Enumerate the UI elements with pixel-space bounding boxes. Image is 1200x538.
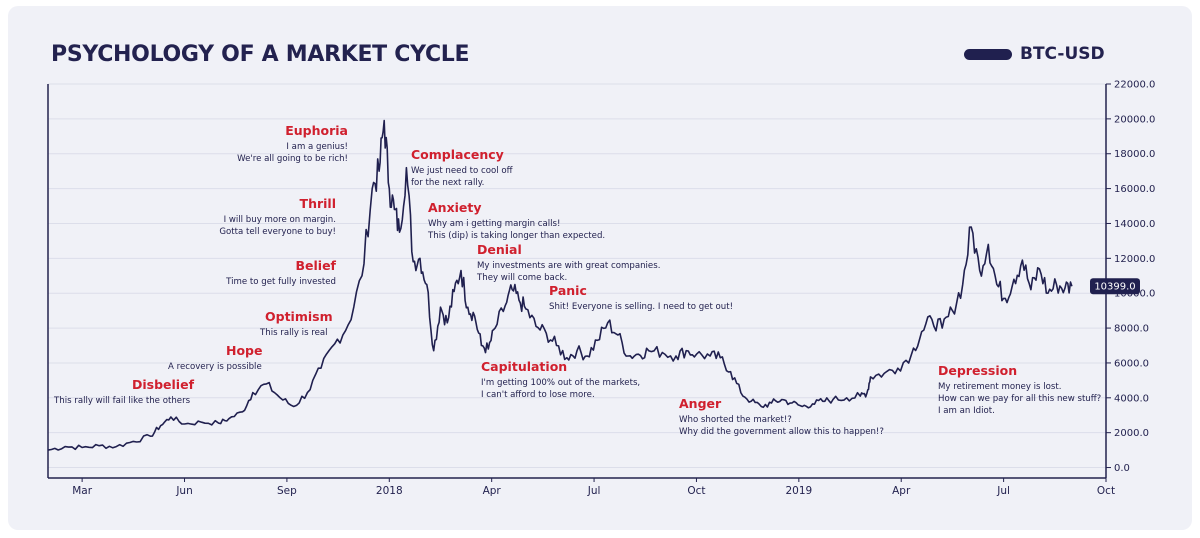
stage-label: Euphoria [285, 123, 348, 138]
stage-description: My investments are with great companies. [477, 261, 661, 271]
callout-anger: Anger Who shorted the market!? Why did t… [679, 396, 884, 438]
stage-label: Panic [549, 283, 587, 298]
y-tick-label: 0.0 [1114, 463, 1130, 474]
y-tick-label: 16000.0 [1114, 184, 1155, 195]
x-tick-label: Jul [996, 485, 1010, 497]
x-axis: Mar Jun Sep 2018 Apr Jul Oct 2019 Apr Jul Oct [72, 478, 1115, 497]
stage-description: How can we pay for all this new stuff? [938, 394, 1102, 404]
x-tick-label: Jun [175, 485, 192, 497]
x-tick-label: Oct [687, 485, 705, 497]
y-tick-label: 14000.0 [1114, 219, 1155, 230]
x-tick-label: Oct [1097, 485, 1115, 497]
last-value-badge-bg [1090, 278, 1140, 295]
stage-description: Gotta tell everyone to buy! [219, 227, 336, 237]
stage-label: Anxiety [428, 200, 482, 215]
stage-label: Complacency [411, 147, 504, 162]
legend-label: BTC-USD [1020, 44, 1105, 64]
y-tick-label: 12000.0 [1114, 254, 1155, 265]
y-tick-label: 20000.0 [1114, 114, 1155, 125]
stage-label: Optimism [265, 309, 333, 324]
stage-label: Capitulation [481, 359, 568, 374]
stage-label: Disbelief [132, 377, 195, 392]
callout-optimism: Optimism This rally is real [260, 309, 333, 339]
stage-description: I am a genius! [286, 142, 348, 152]
stage-description: I will buy more on margin. [223, 215, 336, 225]
grid-lines [48, 83, 1106, 469]
y-axis: 0.02000.04000.06000.08000.010000.012000.… [1106, 80, 1155, 474]
stage-description: I'm getting 100% out of the markets, [481, 378, 641, 388]
y-tick-label: 4000.0 [1114, 393, 1149, 404]
callout-complacency: Complacency We just need to cool off for… [411, 147, 513, 189]
stage-description: My retirement money is lost. [938, 382, 1062, 392]
stage-description: This rally is real [260, 328, 328, 338]
legend-swatch [964, 48, 1012, 60]
callout-panic: Panic Shit! Everyone is selling. I need … [549, 283, 733, 313]
legend: BTC-USD [964, 44, 1105, 64]
stage-description: We're all going to be rich! [237, 154, 348, 164]
stage-label: Thrill [299, 196, 336, 211]
stage-description: They will come back. [477, 273, 568, 283]
callout-anxiety: Anxiety Why am i getting margin calls! T… [428, 200, 605, 242]
callout-euphoria: Euphoria I am a genius! We're all going … [220, 123, 348, 165]
last-value-label: 10399.0 [1094, 282, 1135, 293]
y-tick-label: 8000.0 [1114, 324, 1149, 335]
x-tick-label: 2018 [376, 485, 403, 497]
stage-description: I can't afford to lose more. [481, 390, 595, 400]
x-tick-label: Jul [587, 485, 601, 497]
y-tick-label: 18000.0 [1114, 149, 1155, 160]
callout-disbelief: Disbelief This rally will fail like the … [54, 377, 194, 407]
x-tick-label: Mar [72, 485, 92, 497]
stage-description: Shit! Everyone is selling. I need to get… [549, 302, 734, 312]
stage-description: Time to get fully invested [226, 277, 336, 287]
chart-card [8, 6, 1192, 530]
stage-label: Belief [295, 258, 337, 273]
stage-description: A recovery is possible [168, 362, 262, 372]
stage-label: Depression [938, 363, 1018, 378]
stage-description: for the next rally. [411, 178, 485, 188]
y-tick-label: 22000.0 [1114, 80, 1155, 91]
x-tick-label: Apr [483, 485, 502, 497]
stage-label: Denial [477, 242, 522, 257]
x-tick-label: 2019 [785, 485, 812, 497]
stage-description: This rally will fail like the others [54, 396, 191, 406]
stage-label: Anger [679, 396, 722, 411]
callout-depression: Depression My retirement money is lost. … [938, 363, 1101, 417]
stage-description: I am an Idiot. [938, 406, 995, 416]
stage-description: Why did the government allow this to hap… [679, 427, 884, 437]
callout-hope: Hope A recovery is possible [168, 343, 262, 373]
stage-description: This (dip) is taking longer than expecte… [428, 231, 606, 241]
callout-thrill: Thrill I will buy more on margin. Gotta … [200, 196, 336, 238]
callout-denial: Denial My investments are with great com… [477, 242, 660, 284]
stage-description: Who shorted the market!? [679, 415, 792, 425]
x-tick-label: Sep [277, 485, 297, 497]
last-value-badge: 10399.0 [1090, 278, 1140, 295]
btc-usd-line [47, 119, 1073, 451]
stage-label: Hope [226, 343, 263, 358]
x-tick-label: Apr [892, 485, 911, 497]
stage-description: Why am i getting margin calls! [428, 219, 561, 229]
y-tick-label: 2000.0 [1114, 428, 1149, 439]
callout-capitulation: Capitulation I'm getting 100% out of the… [481, 359, 640, 401]
callout-belief: Belief Time to get fully invested [220, 258, 336, 288]
chart-title: PSYCHOLOGY OF A MARKET CYCLE [51, 42, 470, 67]
stage-description: We just need to cool off [411, 166, 513, 176]
y-tick-label: 6000.0 [1114, 358, 1149, 369]
